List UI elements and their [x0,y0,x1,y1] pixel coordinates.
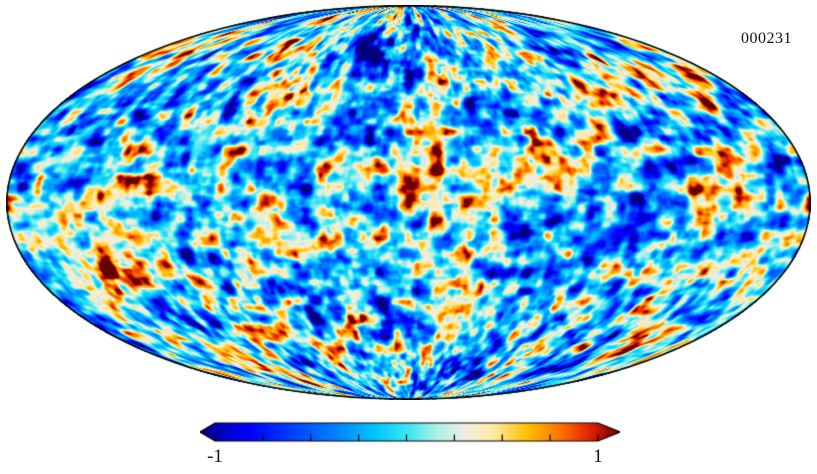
realization-id-label: 000231 [741,30,792,47]
colorbar-max-label: 1 [593,446,603,467]
colorbar[interactable]: -1 1 [200,420,620,474]
colorbar-min-label: -1 [207,446,223,467]
mollweide-sky-map-canvas[interactable] [6,5,811,400]
colorbar-gradient[interactable] [200,420,620,446]
sky-map[interactable] [6,5,811,400]
